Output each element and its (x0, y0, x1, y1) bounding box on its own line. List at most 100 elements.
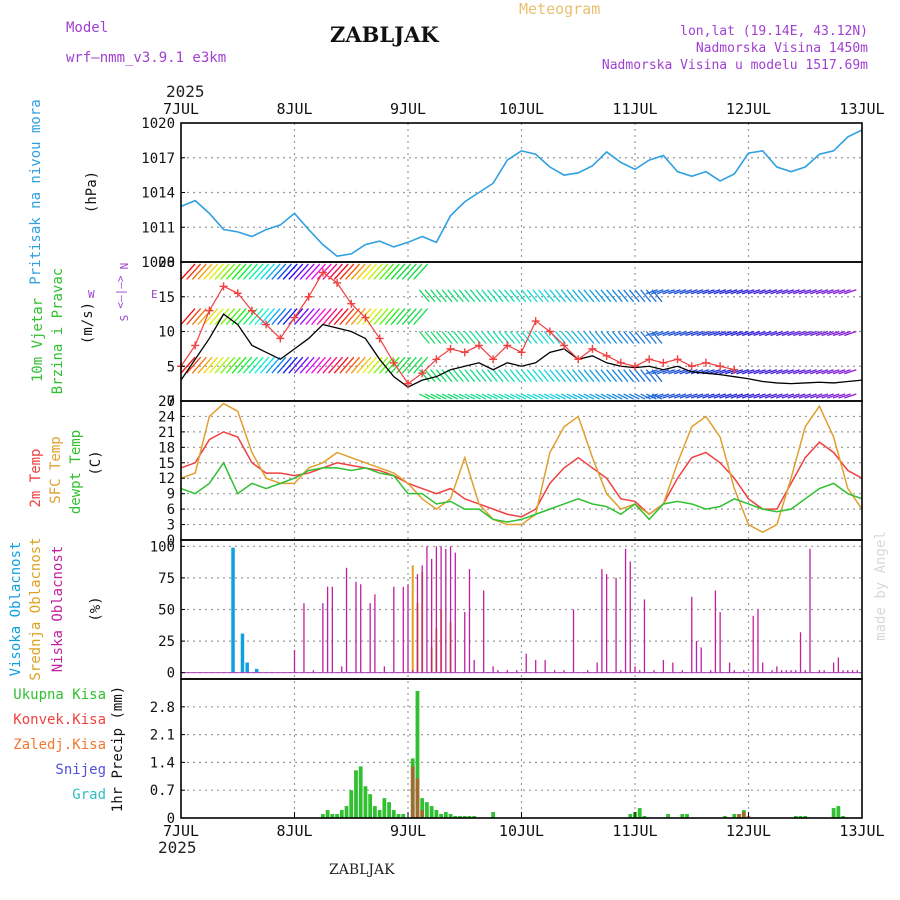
wind-barb (572, 289, 584, 303)
wind-gust-marker (418, 369, 427, 378)
y-tick-label: 21 (158, 425, 175, 441)
top-day-label: 9JUL (390, 100, 426, 118)
wind-barb (577, 393, 589, 400)
wind-barb (339, 263, 355, 280)
wind-barb (753, 369, 766, 375)
wind-barb (469, 289, 481, 303)
wind-barb (509, 331, 521, 344)
wind-barb (203, 356, 219, 374)
mid-cloud-title: Srednja Oblacnost (28, 537, 44, 680)
low-cloud-title: Niska Oblacnost (50, 546, 66, 672)
wind-barb (566, 289, 578, 303)
wind-barb (707, 393, 721, 399)
wind-barb (237, 356, 253, 374)
wind-gust-marker (304, 292, 313, 301)
wind-barb (560, 369, 572, 383)
wind-barb (481, 289, 493, 303)
pressure-title: Pritisak na nivou mora (28, 99, 44, 284)
total-rain-bar (628, 814, 633, 818)
wind-barb (282, 263, 298, 280)
total-rain-bar (396, 814, 401, 818)
temp2m-title: 2m Temp (28, 448, 44, 507)
wind-barb (362, 263, 378, 280)
wind-barb (804, 330, 817, 337)
wind-barb (577, 331, 589, 344)
wind-barb (362, 356, 378, 374)
wind-barb (526, 393, 538, 400)
wind-barb (464, 289, 476, 303)
credit-text: made by Angel (873, 531, 889, 641)
wind-barb (180, 356, 196, 374)
wind-barb (606, 393, 617, 400)
wind-gust-marker (460, 348, 469, 357)
wind-barb (770, 330, 783, 337)
y-tick-label: 6 (167, 502, 175, 518)
wind-gust-marker (432, 355, 441, 364)
total-rain-bar (642, 816, 647, 818)
wind-barb (453, 393, 464, 400)
wind-barb (503, 369, 515, 383)
wind-barb (328, 263, 344, 280)
wind-gust-marker (347, 299, 356, 308)
wind-barb (645, 289, 657, 303)
wind-barb (594, 393, 606, 400)
wind-barb (673, 330, 687, 337)
total-rain-bar (836, 806, 841, 818)
wind-barb (656, 393, 670, 399)
temp-sfc-line (180, 402, 863, 534)
wind-barb (640, 393, 651, 400)
wind-barb (418, 289, 430, 303)
wind-barb (787, 330, 800, 337)
wind-barb (248, 356, 264, 374)
wind-barb (600, 289, 612, 303)
compass-south: S (118, 315, 131, 322)
wind-barb (719, 393, 732, 399)
wind-barb (231, 356, 247, 374)
wind-barb (628, 369, 640, 383)
elevation-label: Nadmorska Visina 1450m (695, 41, 868, 56)
wind-barb (623, 393, 634, 400)
y-tick-label: 25 (158, 634, 175, 650)
y-tick-label: 20 (158, 255, 175, 271)
wind-barb (430, 393, 441, 400)
wind-barb (606, 289, 618, 303)
wind-barb (265, 356, 281, 374)
wind-barb (452, 289, 464, 303)
total-rain-bar (732, 814, 737, 818)
wind-barb (390, 308, 406, 325)
wind-barb (413, 263, 429, 280)
wind-barb (509, 289, 521, 303)
wind-barb (521, 331, 532, 344)
wind-barb (566, 369, 578, 383)
wind-barb (594, 369, 606, 383)
total-rain-bar (841, 816, 845, 818)
wind-barb (447, 393, 459, 400)
wind-barb (611, 331, 623, 344)
wind-barb (764, 289, 778, 295)
wind-barb (396, 308, 412, 325)
y-tick-label: 1011 (141, 220, 175, 236)
wind-barb (475, 393, 487, 400)
y-tick-label: 0 (167, 533, 175, 549)
total-rain-bar (467, 816, 472, 818)
wind-barb (276, 308, 292, 325)
wind-gust-marker (191, 341, 200, 350)
wind-barb (724, 289, 738, 295)
temp-unit: (C) (88, 450, 104, 475)
wind-barb (543, 331, 555, 344)
wind-barb (798, 330, 812, 337)
pressure-unit: (hPa) (84, 171, 100, 213)
wind-barb (538, 393, 549, 400)
total-rain-bar (391, 810, 396, 818)
total-rain-bar (339, 810, 344, 818)
label-layer: 1008101110141017102005101520036912151821… (8, 99, 889, 840)
wind-gust-marker (290, 313, 299, 322)
wind-barb (600, 369, 612, 383)
wind-barb (407, 308, 423, 325)
wind-barb (685, 393, 698, 399)
wind-barb (713, 393, 727, 399)
wind-barb (758, 330, 772, 337)
year-bottom: 2025 (158, 838, 197, 857)
y-tick-label: 1.4 (150, 755, 175, 771)
wind-barb (758, 289, 772, 295)
